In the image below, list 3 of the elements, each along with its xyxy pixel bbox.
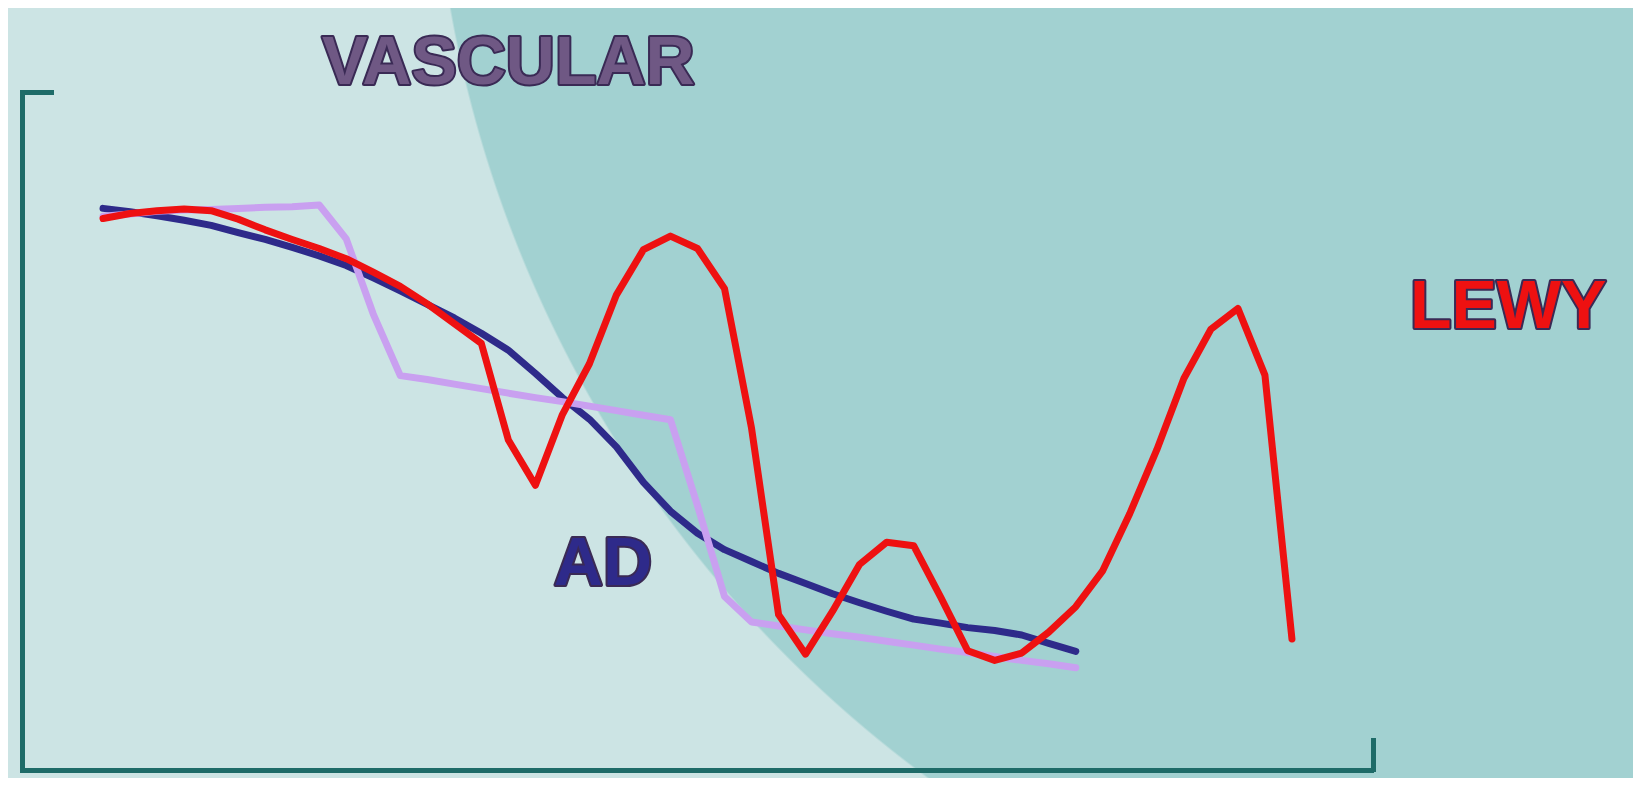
text: LEWY bbox=[1409, 265, 1607, 342]
series-label: VASCULAR bbox=[321, 21, 695, 98]
series-label: AD bbox=[553, 523, 653, 600]
